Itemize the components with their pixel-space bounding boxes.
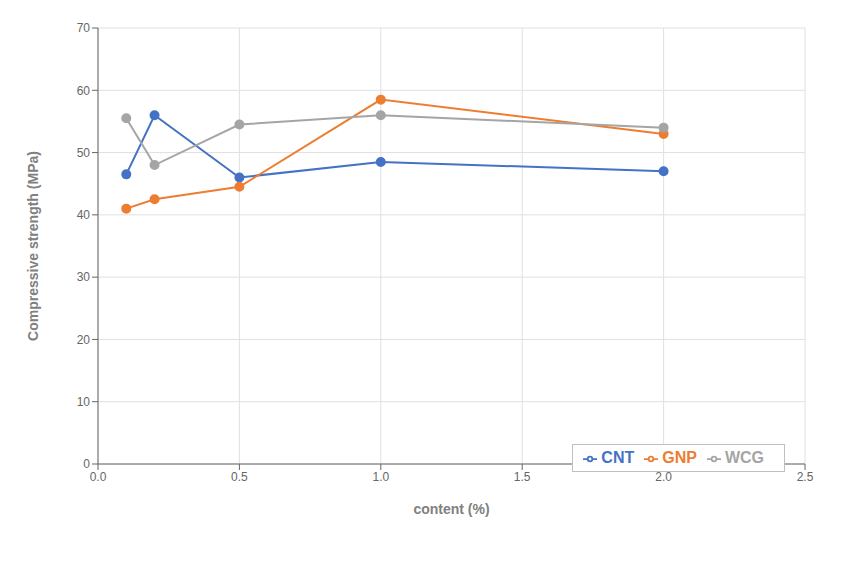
svg-text:50: 50 (77, 146, 91, 160)
svg-text:60: 60 (77, 84, 91, 98)
svg-text:2.5: 2.5 (797, 470, 814, 484)
svg-text:0.5: 0.5 (231, 470, 248, 484)
svg-text:20: 20 (77, 333, 91, 347)
html-text:WCG: WCG (724, 449, 764, 466)
svg-text:10: 10 (77, 395, 91, 409)
html-text:GNP: GNP (662, 449, 697, 466)
svg-text:0.0: 0.0 (90, 470, 107, 484)
html-text:CNT: CNT (601, 449, 635, 466)
svg-text:40: 40 (77, 208, 91, 222)
svg-text:0: 0 (83, 457, 90, 471)
svg-text:1.0: 1.0 (372, 470, 389, 484)
svg-text:Compressive strength (MPa): Compressive strength (MPa) (25, 151, 41, 341)
svg-text:2.0: 2.0 (655, 470, 672, 484)
svg-text:1.5: 1.5 (514, 470, 531, 484)
svg-text:30: 30 (77, 270, 91, 284)
svg-text:content (%): content (%) (413, 501, 489, 517)
svg-text:70: 70 (77, 21, 91, 35)
